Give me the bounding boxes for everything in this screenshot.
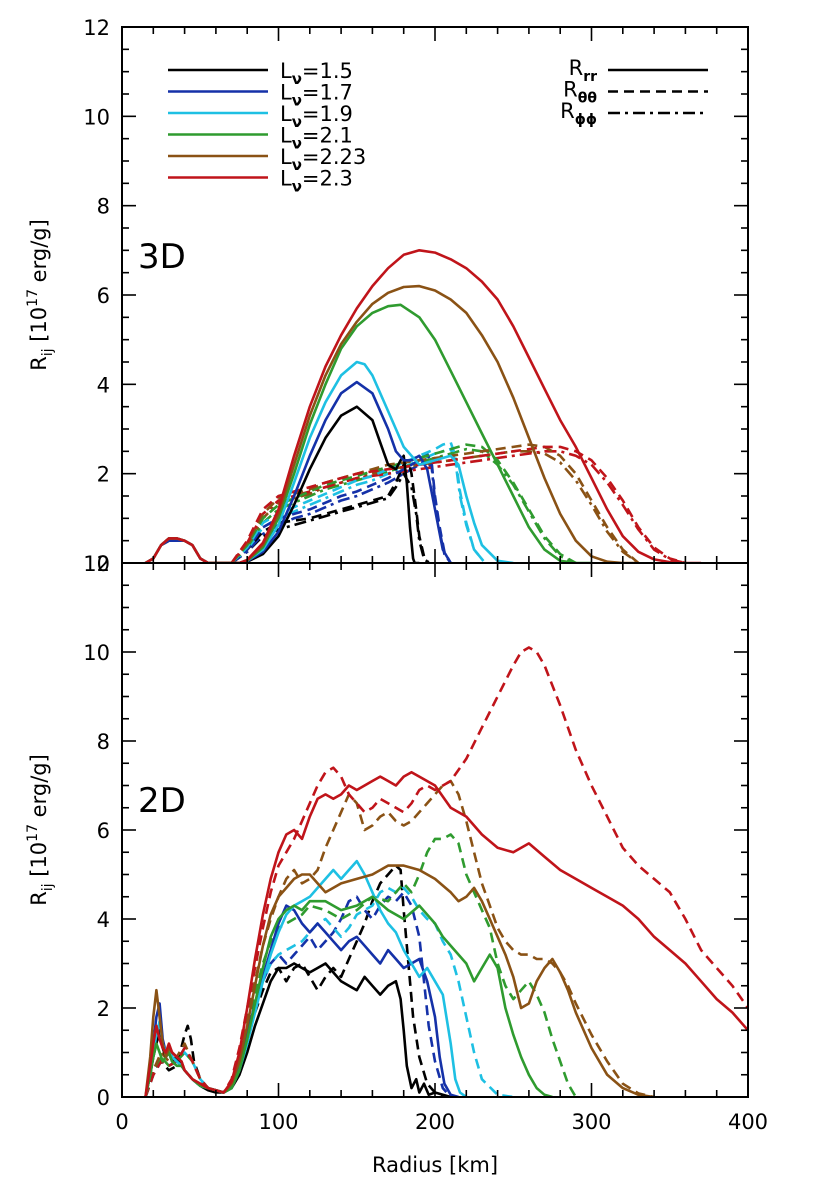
series-line-rr-2-23 <box>144 284 639 563</box>
y-tick-label: 10 <box>83 105 110 129</box>
series-line-rr-1-9 <box>144 360 514 563</box>
series-line-phph-2-23 <box>230 450 640 563</box>
panel-tag: 2D <box>138 781 186 821</box>
y-axis-title: Rij [1017 erg/g] <box>25 754 56 906</box>
y-tick-label: 10 <box>83 641 110 665</box>
x-tick-label: 0 <box>115 1110 128 1134</box>
y-tick-label: 6 <box>97 819 110 843</box>
series-group <box>144 646 748 1097</box>
panel-3d: 0 2 4 6 8 10 12 Rij [1017 erg/g] 3D <box>25 16 749 576</box>
plot-frame <box>121 26 749 564</box>
series-line-rr-2-3 <box>144 770 748 1097</box>
panel-tag: 3D <box>138 237 186 277</box>
legend-entry: Lν=1.5 <box>280 59 353 88</box>
y-tick-label: 4 <box>97 908 110 932</box>
series-line-thth-2-3 <box>230 445 686 563</box>
y-tick-label: 8 <box>97 195 110 219</box>
legend-entry: Lν=1.9 <box>280 102 353 131</box>
legend-entry: Lν=2.23 <box>280 145 366 174</box>
series-line-rr-1-5 <box>144 405 420 563</box>
x-tick-label: 300 <box>571 1110 611 1134</box>
x-axis-title: Radius [km] <box>372 1153 498 1177</box>
y-tick-label: 0 <box>97 1086 110 1110</box>
series-line-thth-2-1 <box>144 833 577 1097</box>
y-tick-label: 12 <box>83 552 110 576</box>
y-tick-label: 8 <box>97 730 110 754</box>
legend-component-label: Rθθ <box>563 78 597 107</box>
x-tick-label: 100 <box>258 1110 298 1134</box>
y-tick-label: 2 <box>97 997 110 1021</box>
y-tick-label: 6 <box>97 284 110 308</box>
series-line-rr-2-1 <box>144 303 592 563</box>
series-line-rr-2-3 <box>144 249 702 563</box>
legend-entry: Lν=2.3 <box>280 167 353 196</box>
x-tick-label: 400 <box>728 1110 768 1134</box>
series-line-phph-2-3 <box>230 450 686 563</box>
y-tick-label: 0 <box>97 552 110 576</box>
series-line-thth-1-5 <box>144 864 451 1097</box>
y-tick-label: 12 <box>83 16 110 40</box>
series-group <box>144 249 702 563</box>
legend-entry: Lν=2.1 <box>280 124 353 153</box>
y-axis-title: Rij [1017 erg/g] <box>25 219 56 371</box>
y-tick-label: 4 <box>97 373 110 397</box>
legend-entry: Lν=1.7 <box>280 81 353 110</box>
legend-component-label: Rϕϕ <box>560 99 597 128</box>
x-tick-label: 200 <box>415 1110 455 1134</box>
series-line-rr-2-23 <box>144 864 655 1097</box>
series-line-thth-1-9 <box>230 441 487 563</box>
y-tick-label: 2 <box>97 463 110 487</box>
series-line-rr-2-1 <box>144 895 553 1097</box>
series-line-thth-1-9 <box>144 886 514 1097</box>
series-line-thth-2-3 <box>144 646 748 1097</box>
series-line-rr-1-9 <box>144 859 468 1097</box>
series-line-thth-1-7 <box>144 891 452 1097</box>
legend-component-label: Rrr <box>569 56 597 85</box>
